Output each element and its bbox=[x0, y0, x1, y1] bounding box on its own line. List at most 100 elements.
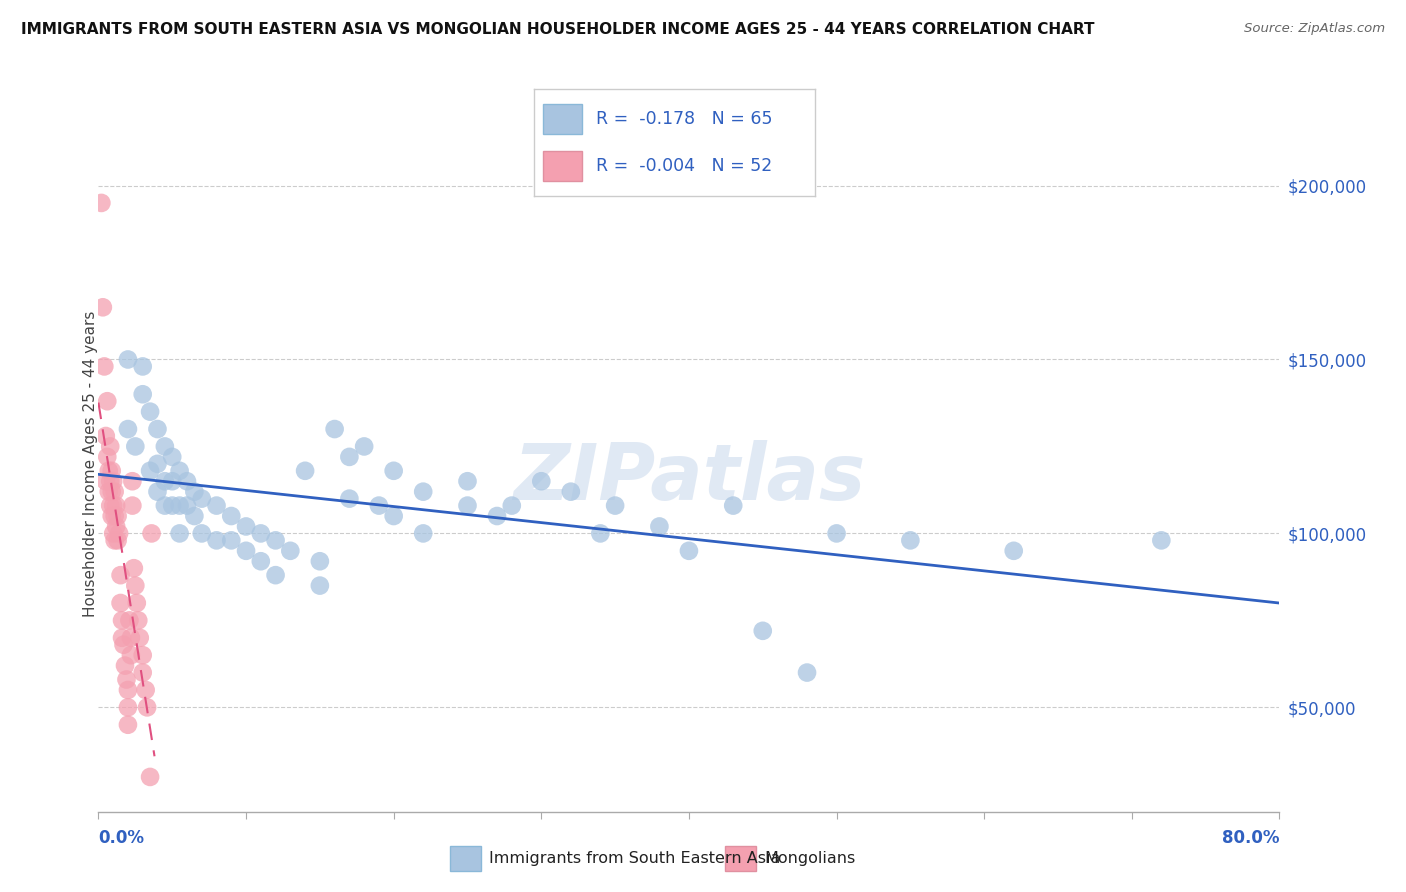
Point bbox=[294, 464, 316, 478]
Point bbox=[97, 484, 120, 499]
Point bbox=[135, 683, 157, 698]
Point bbox=[146, 484, 169, 499]
Point bbox=[117, 352, 139, 367]
Text: Source: ZipAtlas.com: Source: ZipAtlas.com bbox=[1244, 22, 1385, 36]
Bar bbox=[543, 104, 582, 134]
Point bbox=[1002, 543, 1025, 558]
Point bbox=[117, 700, 139, 714]
Point bbox=[91, 300, 114, 315]
Point bbox=[120, 648, 142, 662]
Point bbox=[90, 196, 112, 211]
Point bbox=[93, 359, 115, 374]
Point bbox=[100, 464, 122, 478]
Point bbox=[412, 526, 434, 541]
Point bbox=[605, 499, 627, 513]
Point bbox=[146, 457, 169, 471]
Point bbox=[191, 526, 214, 541]
Text: IMMIGRANTS FROM SOUTH EASTERN ASIA VS MONGOLIAN HOUSEHOLDER INCOME AGES 25 - 44 : IMMIGRANTS FROM SOUTH EASTERN ASIA VS MO… bbox=[21, 22, 1095, 37]
Text: R =  -0.178   N = 65: R = -0.178 N = 65 bbox=[596, 111, 773, 128]
Point bbox=[104, 533, 127, 548]
Point bbox=[169, 499, 191, 513]
Point bbox=[368, 499, 391, 513]
Point bbox=[456, 475, 478, 489]
Point bbox=[162, 450, 183, 464]
Point bbox=[183, 484, 205, 499]
Point bbox=[98, 475, 121, 489]
Point bbox=[648, 519, 671, 533]
Point bbox=[100, 508, 122, 523]
Point bbox=[309, 578, 332, 592]
Point bbox=[132, 665, 155, 680]
Point bbox=[104, 508, 127, 523]
Point bbox=[589, 526, 612, 541]
Text: ZIPatlas: ZIPatlas bbox=[513, 440, 865, 516]
Point bbox=[111, 631, 134, 645]
Point bbox=[1150, 533, 1173, 548]
Point bbox=[191, 491, 214, 506]
Point bbox=[125, 596, 148, 610]
Point bbox=[723, 499, 745, 513]
Point bbox=[112, 638, 135, 652]
Point bbox=[132, 359, 155, 374]
Point bbox=[121, 499, 143, 513]
Point bbox=[105, 499, 128, 513]
Point bbox=[127, 614, 149, 628]
Point bbox=[153, 440, 176, 453]
Point bbox=[205, 533, 228, 548]
Bar bbox=[543, 152, 582, 181]
Text: Mongolians: Mongolians bbox=[765, 851, 856, 866]
Point bbox=[103, 499, 125, 513]
Text: 80.0%: 80.0% bbox=[1222, 830, 1279, 847]
Point bbox=[117, 683, 139, 698]
Point bbox=[139, 464, 162, 478]
Point bbox=[132, 648, 155, 662]
Point bbox=[382, 464, 405, 478]
Text: R =  -0.004   N = 52: R = -0.004 N = 52 bbox=[596, 157, 772, 175]
Point bbox=[118, 614, 141, 628]
Point bbox=[100, 484, 122, 499]
Point bbox=[205, 499, 228, 513]
Point bbox=[110, 596, 132, 610]
Point bbox=[108, 526, 131, 541]
Point bbox=[146, 422, 169, 436]
Point bbox=[678, 543, 700, 558]
Point bbox=[110, 568, 132, 582]
Point bbox=[103, 475, 125, 489]
Point bbox=[176, 475, 198, 489]
Point bbox=[132, 387, 155, 401]
Point bbox=[323, 422, 346, 436]
Point bbox=[96, 450, 118, 464]
Point bbox=[153, 499, 176, 513]
Text: 0.0%: 0.0% bbox=[98, 830, 145, 847]
Point bbox=[122, 561, 145, 575]
Point bbox=[115, 673, 138, 687]
Point bbox=[250, 526, 273, 541]
Bar bbox=[725, 847, 756, 871]
Point bbox=[264, 568, 287, 582]
Point bbox=[412, 484, 434, 499]
Point bbox=[94, 475, 117, 489]
Point bbox=[162, 499, 183, 513]
Point bbox=[169, 464, 191, 478]
Point bbox=[124, 578, 146, 592]
Point bbox=[560, 484, 582, 499]
Point bbox=[825, 526, 848, 541]
Point bbox=[96, 394, 118, 409]
Point bbox=[501, 499, 523, 513]
Point bbox=[111, 614, 134, 628]
Point bbox=[120, 631, 142, 645]
Point bbox=[530, 475, 553, 489]
Y-axis label: Householder Income Ages 25 - 44 years: Householder Income Ages 25 - 44 years bbox=[83, 310, 97, 617]
Point bbox=[117, 422, 139, 436]
Point bbox=[97, 464, 120, 478]
Point bbox=[107, 533, 129, 548]
Point bbox=[103, 526, 125, 541]
Point bbox=[94, 429, 117, 443]
Point bbox=[278, 543, 302, 558]
Point bbox=[751, 624, 773, 638]
Point bbox=[121, 475, 143, 489]
Point bbox=[141, 526, 163, 541]
Point bbox=[486, 508, 509, 523]
Point bbox=[456, 499, 478, 513]
Text: Immigrants from South Eastern Asia: Immigrants from South Eastern Asia bbox=[489, 851, 780, 866]
